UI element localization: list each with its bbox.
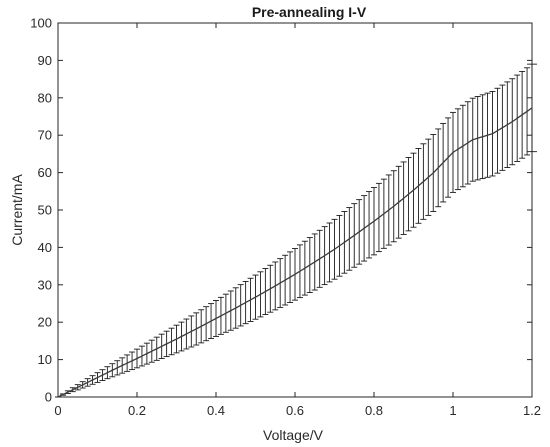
y-tick-label: 30 xyxy=(38,277,52,292)
y-axis-label: Current/mA xyxy=(9,174,25,246)
x-tick-label: 0.8 xyxy=(365,403,383,418)
x-tick-label: 0.4 xyxy=(207,403,225,418)
y-tick-label: 70 xyxy=(38,128,52,143)
axis-ticks: 0 0.2 0.4 0.6 0.8 1 1.2 0 10 20 30 40 50 60 70 80 90 100 xyxy=(30,16,541,419)
y-tick-label: 20 xyxy=(38,315,52,330)
x-tick-label: 0.2 xyxy=(128,403,146,418)
x-tick-label: 0.6 xyxy=(286,403,304,418)
x-axis-label: Voltage/V xyxy=(263,427,324,443)
y-tick-label: 10 xyxy=(38,352,52,367)
error-bars xyxy=(55,63,537,398)
y-tick-label: 0 xyxy=(45,390,52,405)
x-tick-label: 1 xyxy=(449,403,456,418)
chart-title: Pre-annealing I-V xyxy=(252,4,367,20)
error-bar xyxy=(527,63,537,153)
y-tick-label: 90 xyxy=(38,53,52,68)
x-tick-label: 1.2 xyxy=(523,403,541,418)
y-tick-label: 100 xyxy=(30,16,52,31)
y-tick-label: 50 xyxy=(38,203,52,218)
series-line-current xyxy=(57,107,533,398)
plot-frame xyxy=(57,22,533,398)
y-tick-label: 60 xyxy=(38,165,52,180)
x-tick-label: 0 xyxy=(54,403,61,418)
y-tick-label: 80 xyxy=(38,90,52,105)
y-tick-label: 40 xyxy=(38,240,52,255)
